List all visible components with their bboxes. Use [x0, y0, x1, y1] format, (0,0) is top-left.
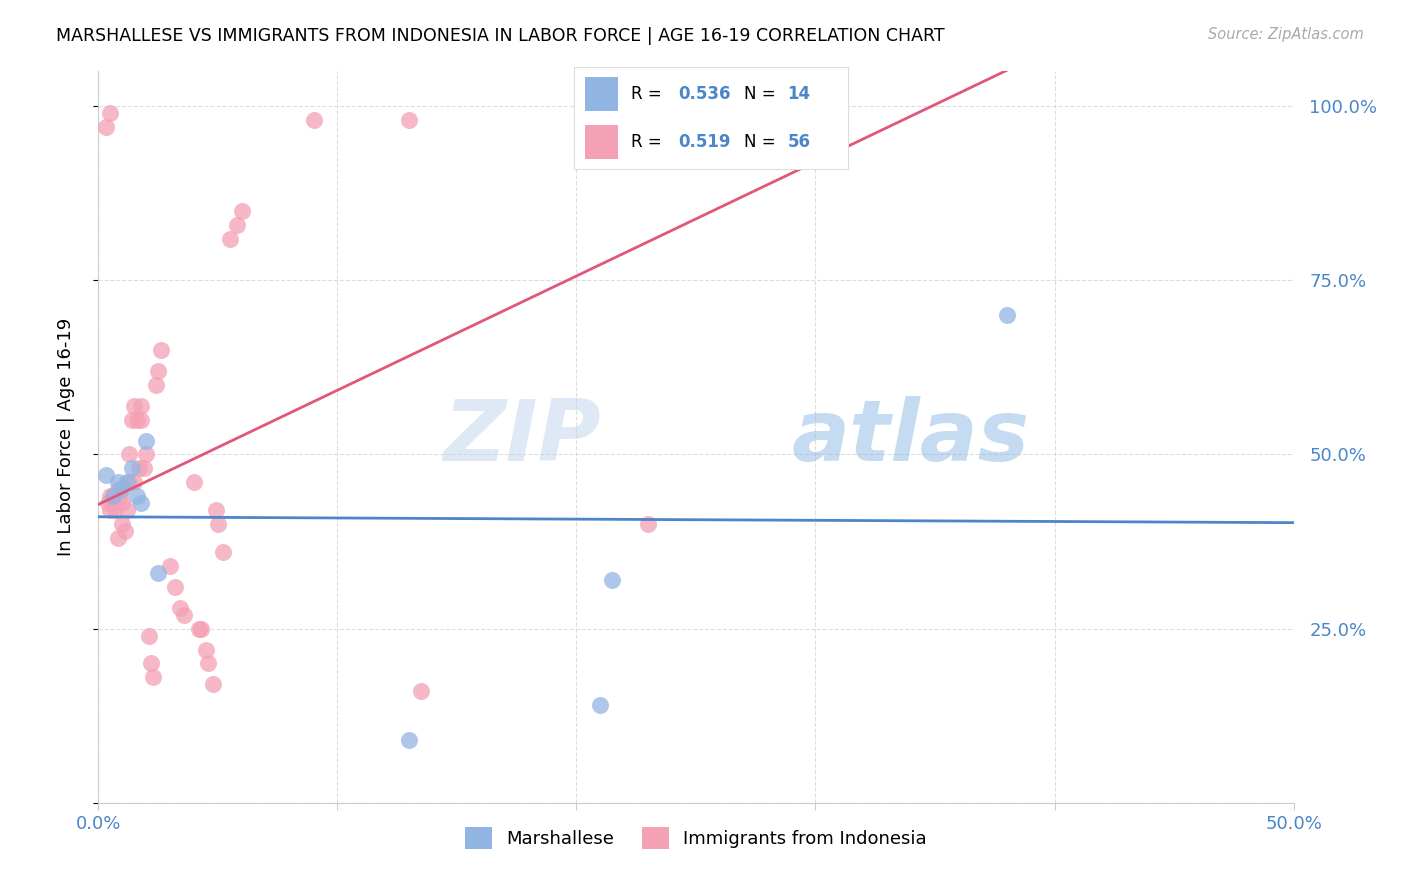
- Point: [124, 475, 146, 490]
- Point: [107, 475, 129, 490]
- Point: [101, 489, 124, 503]
- Point: [204, 503, 226, 517]
- Point: [197, 657, 219, 671]
- Text: N =: N =: [744, 133, 780, 151]
- Point: [94, 120, 117, 134]
- Point: [114, 524, 136, 538]
- Text: ZIP: ZIP: [443, 395, 600, 479]
- Point: [98, 489, 122, 503]
- Point: [108, 489, 131, 503]
- Point: [602, 106, 624, 120]
- Point: [411, 684, 433, 698]
- Point: [118, 475, 141, 490]
- Point: [107, 483, 129, 497]
- Point: [163, 580, 186, 594]
- Point: [190, 622, 212, 636]
- Point: [202, 677, 225, 691]
- Point: [121, 412, 143, 426]
- Point: [131, 399, 153, 413]
- Point: [226, 218, 249, 232]
- Point: [132, 461, 155, 475]
- Text: 56: 56: [787, 133, 810, 151]
- Point: [115, 475, 138, 490]
- Point: [195, 642, 218, 657]
- Point: [173, 607, 195, 622]
- Point: [118, 448, 141, 462]
- Point: [104, 503, 127, 517]
- Point: [302, 113, 325, 128]
- Point: [101, 489, 124, 503]
- Point: [98, 503, 122, 517]
- Point: [207, 517, 229, 532]
- Point: [602, 573, 624, 587]
- Point: [98, 106, 122, 120]
- Point: [148, 566, 170, 580]
- Point: [398, 113, 420, 128]
- Point: [145, 377, 167, 392]
- Point: [138, 629, 160, 643]
- Text: 14: 14: [787, 85, 811, 103]
- Point: [107, 531, 129, 545]
- Point: [637, 517, 659, 532]
- Point: [139, 657, 162, 671]
- Point: [111, 483, 134, 497]
- Text: MARSHALLESE VS IMMIGRANTS FROM INDONESIA IN LABOR FORCE | AGE 16-19 CORRELATION : MARSHALLESE VS IMMIGRANTS FROM INDONESIA…: [56, 27, 945, 45]
- Point: [159, 558, 181, 573]
- Point: [135, 448, 157, 462]
- Point: [149, 343, 172, 357]
- Point: [398, 733, 420, 747]
- Point: [111, 517, 134, 532]
- Y-axis label: In Labor Force | Age 16-19: In Labor Force | Age 16-19: [56, 318, 75, 557]
- Point: [121, 461, 143, 475]
- Text: 0.519: 0.519: [678, 133, 730, 151]
- Point: [125, 489, 148, 503]
- Point: [104, 496, 127, 510]
- Point: [187, 622, 209, 636]
- FancyBboxPatch shape: [585, 78, 617, 111]
- FancyBboxPatch shape: [585, 126, 617, 159]
- Point: [211, 545, 233, 559]
- Point: [125, 412, 148, 426]
- Point: [626, 120, 648, 134]
- Text: N =: N =: [744, 85, 780, 103]
- Point: [613, 113, 636, 128]
- Point: [148, 364, 170, 378]
- Text: R =: R =: [631, 85, 668, 103]
- Point: [115, 503, 138, 517]
- Point: [97, 496, 120, 510]
- Legend: Marshallese, Immigrants from Indonesia: Marshallese, Immigrants from Indonesia: [458, 820, 934, 856]
- Point: [219, 231, 242, 245]
- Point: [142, 670, 165, 684]
- Point: [995, 308, 1018, 322]
- Point: [131, 412, 153, 426]
- Text: R =: R =: [631, 133, 668, 151]
- Point: [231, 203, 253, 218]
- Text: atlas: atlas: [792, 395, 1029, 479]
- Point: [94, 468, 117, 483]
- Point: [101, 496, 124, 510]
- Point: [135, 434, 157, 448]
- Text: 0.536: 0.536: [678, 85, 730, 103]
- Point: [128, 461, 150, 475]
- Point: [589, 698, 612, 713]
- Point: [124, 399, 146, 413]
- Text: Source: ZipAtlas.com: Source: ZipAtlas.com: [1208, 27, 1364, 42]
- Point: [111, 496, 134, 510]
- Point: [169, 600, 191, 615]
- Point: [131, 496, 153, 510]
- Point: [183, 475, 205, 490]
